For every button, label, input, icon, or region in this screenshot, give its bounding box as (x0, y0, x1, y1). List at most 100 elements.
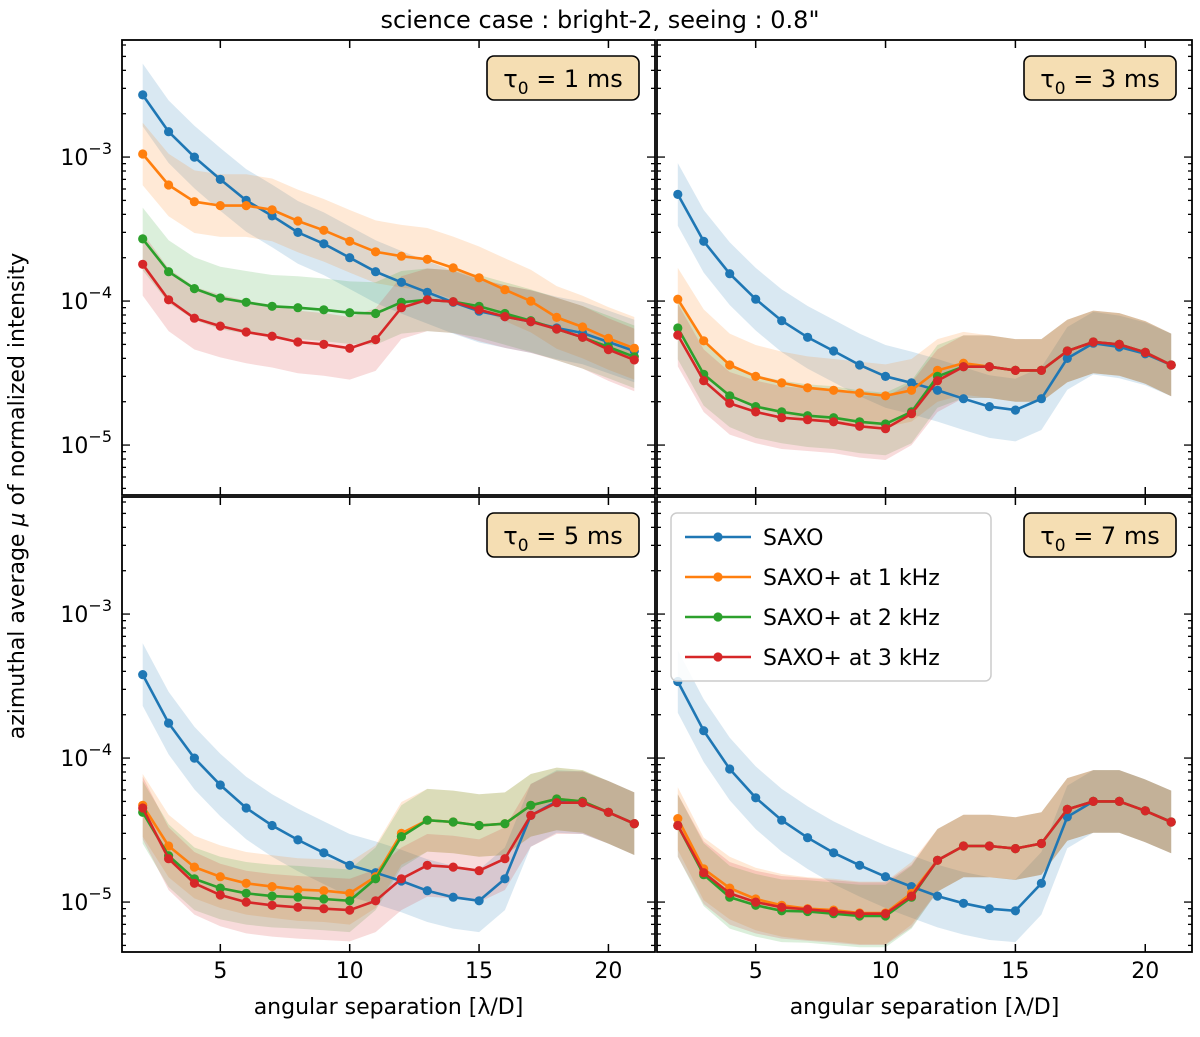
data-point (673, 189, 683, 199)
tau-value: = 5 ms (529, 522, 623, 550)
tau-label-box (486, 55, 640, 101)
data-point (293, 303, 303, 313)
data-point (138, 90, 148, 100)
data-point (319, 848, 329, 858)
y-axis-label: azimuthal average μ of normalized intens… (5, 253, 30, 740)
confidence-band-4 (142, 771, 635, 942)
data-point (267, 301, 277, 311)
data-point (345, 253, 355, 263)
tau-value: = 3 ms (1066, 65, 1160, 93)
data-point (422, 254, 432, 264)
y-tick-label-exp: −4 (88, 740, 112, 759)
data-point (958, 898, 969, 908)
data-point (396, 832, 406, 842)
data-point (474, 305, 484, 315)
data-point (241, 878, 251, 888)
data-point (319, 886, 329, 896)
tau-label: τ0 = 7 ms (1040, 522, 1159, 556)
data-point (215, 883, 225, 893)
data-point (751, 793, 761, 803)
data-point (189, 284, 199, 294)
data-point (422, 886, 432, 896)
data-point (1114, 339, 1124, 349)
data-point (319, 305, 329, 315)
data-point (673, 330, 683, 340)
data-point (932, 385, 943, 395)
tau-label: τ0 = 3 ms (1040, 65, 1159, 99)
panel-4: 5 10 15 20 angular separation [λ/D] τ0 = 7 ms (656, 496, 1193, 1020)
data-point (164, 267, 174, 277)
plot-area (673, 650, 1176, 948)
data-point (371, 308, 381, 319)
data-point (293, 892, 303, 902)
data-point (189, 313, 199, 323)
tau-label: τ0 = 5 ms (503, 522, 622, 556)
data-point (396, 303, 406, 313)
data-point (293, 337, 303, 347)
data-point (241, 201, 251, 211)
data-point (1140, 806, 1150, 816)
confidence-band-3 (677, 770, 1172, 948)
data-point (777, 902, 787, 912)
data-point (880, 371, 891, 381)
data-point (474, 896, 484, 906)
y-tick-label: 10−5 (60, 427, 112, 459)
data-point (803, 383, 813, 393)
data-point (448, 297, 458, 307)
chart-title: science case : bright-2, seeing : 0.8" (381, 6, 820, 34)
data-point (777, 815, 787, 825)
data-point (345, 905, 355, 915)
data-point (138, 149, 148, 159)
data-point (855, 909, 865, 919)
data-point (1010, 906, 1021, 916)
data-point (552, 798, 562, 808)
legend-label: SAXO (763, 526, 823, 551)
data-point (958, 362, 969, 372)
data-point (319, 339, 329, 349)
data-point (241, 327, 251, 337)
data-point (699, 236, 709, 246)
data-point (474, 273, 484, 283)
data-point (345, 896, 355, 906)
legend-swatch-marker (713, 652, 723, 662)
tau-symbol: τ (503, 522, 517, 550)
data-point (725, 360, 735, 370)
confidence-band-3 (142, 207, 635, 389)
data-point (855, 388, 865, 398)
data-point (777, 413, 787, 423)
data-point (984, 904, 995, 914)
plot-area (138, 643, 639, 942)
data-point (1062, 353, 1072, 363)
legend-swatch-marker (713, 612, 723, 622)
y-tick-label-exp: −5 (88, 884, 112, 903)
data-point (422, 287, 432, 297)
y-tick-label-base: 10 (60, 290, 88, 315)
data-point (1088, 337, 1098, 347)
panel-frame (656, 496, 1193, 953)
data-point (578, 798, 588, 808)
confidence-band-4 (142, 233, 635, 392)
data-point (829, 848, 839, 858)
data-point (984, 362, 995, 372)
tau-subscript: 0 (1055, 536, 1066, 556)
data-point (138, 803, 148, 813)
y-tick-label-exp: −5 (88, 427, 112, 446)
data-point (629, 819, 639, 829)
y-tick-label-exp: −4 (88, 283, 112, 302)
x-tick-label: 10 (336, 959, 364, 984)
data-point (371, 874, 381, 884)
data-point (293, 835, 303, 845)
data-point (1062, 346, 1072, 356)
confidence-band-3 (142, 767, 635, 933)
data-point (396, 251, 406, 261)
data-point (241, 888, 251, 898)
x-axis-label: angular separation [λ/D] (790, 995, 1060, 1020)
data-point (880, 909, 891, 919)
x-tick-label: 10 (872, 959, 900, 984)
data-point (725, 398, 735, 408)
data-point (396, 874, 406, 884)
data-point (345, 860, 355, 870)
data-point (319, 894, 329, 904)
data-point (829, 417, 839, 427)
